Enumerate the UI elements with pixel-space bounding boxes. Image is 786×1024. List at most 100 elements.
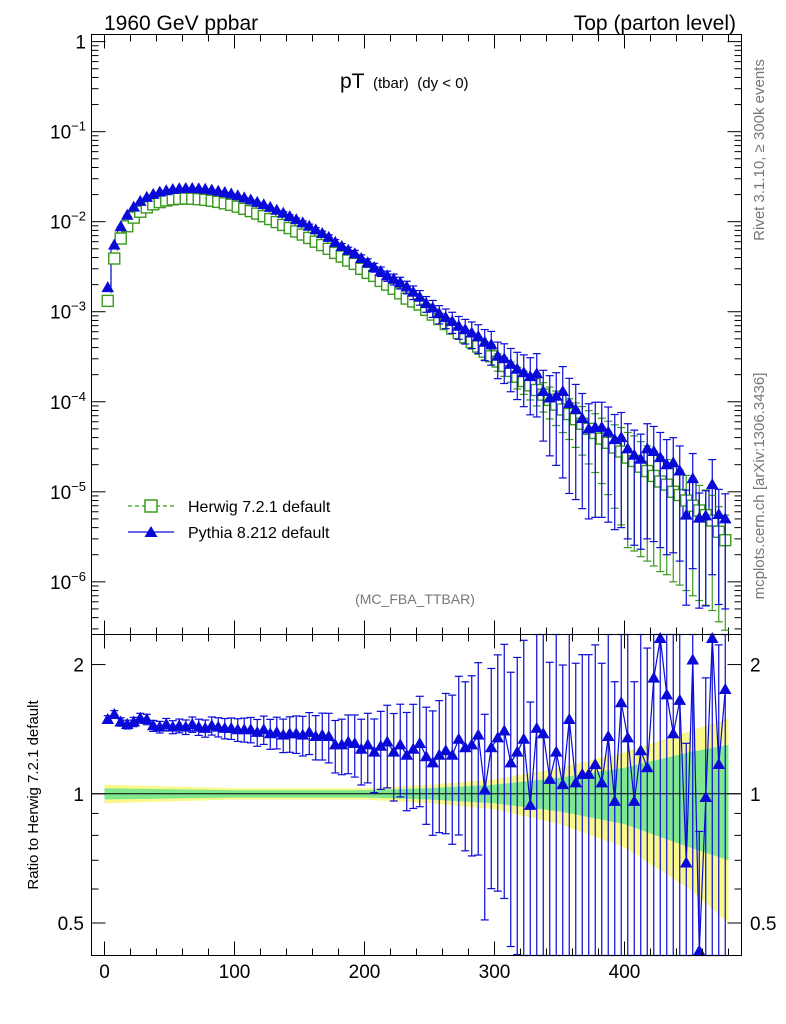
pythia-point <box>504 357 518 369</box>
pythia-point <box>263 200 277 212</box>
pythia-point <box>413 290 427 302</box>
pythia-point <box>335 240 349 252</box>
pythia-point <box>393 276 407 288</box>
header-left: 1960 GeV ppbar <box>104 12 258 35</box>
ratio-y-tick-label-left: 0.5 <box>58 914 84 935</box>
pythia-point <box>536 385 550 397</box>
pythia-point <box>471 330 485 342</box>
ratio-x-tick-label: 100 <box>219 962 251 983</box>
pythia-point <box>380 269 394 281</box>
pythia-point <box>354 252 368 264</box>
ratio-point <box>361 738 375 750</box>
ratio-point <box>556 778 570 790</box>
ratio-point <box>322 729 336 741</box>
ratio-y-tick-label-right: 1 <box>750 785 761 806</box>
pythia-point <box>705 478 719 490</box>
main-y-tick-label-base: 10 <box>50 303 71 324</box>
pythia-point <box>140 190 154 202</box>
ratio-point <box>445 748 459 760</box>
ratio-point <box>367 745 381 757</box>
pythia-point <box>640 442 654 454</box>
ratio-point <box>523 798 537 810</box>
ratio-y-tick-label-left: 2 <box>73 656 84 677</box>
ratio-point <box>504 756 518 768</box>
ratio-x-tick-label: 400 <box>609 962 641 983</box>
pythia-point <box>452 319 466 331</box>
pythia-point <box>653 451 667 463</box>
ratio-point <box>478 783 492 795</box>
plot-title-cond: (dy < 0) <box>417 75 468 92</box>
ratio-point <box>679 856 693 868</box>
ratio-point <box>257 723 271 735</box>
ratio-point <box>426 756 440 768</box>
ratio-point <box>471 728 485 740</box>
ratio-point <box>614 696 628 708</box>
pythia-point <box>712 507 726 519</box>
legend-herwig-label: Herwig 7.2.1 default <box>188 499 331 516</box>
main-y-tick-label: 10−4 <box>50 389 86 414</box>
ratio-point <box>101 712 115 724</box>
pythia-point <box>575 412 589 424</box>
pythia-point <box>666 456 680 468</box>
main-y-tick-label: 10−6 <box>50 569 86 594</box>
legend-pythia-marker <box>144 526 158 537</box>
pythia-point <box>101 281 115 293</box>
main-data-layer <box>101 181 732 631</box>
pythia-point <box>400 280 414 292</box>
pythia-point <box>647 445 661 457</box>
pythia-point <box>133 194 147 206</box>
pythia-point <box>426 301 440 313</box>
ratio-point <box>400 748 414 760</box>
ratio-point <box>393 738 407 750</box>
pythia-point <box>257 198 271 210</box>
ratio-point <box>302 725 316 737</box>
pythia-point <box>679 508 693 520</box>
pythia-point <box>491 349 505 361</box>
ratio-point <box>107 708 121 720</box>
header-right: Top (parton level) <box>574 12 736 35</box>
ratio-point <box>588 758 602 770</box>
pythia-point <box>510 362 524 374</box>
ratio-point <box>374 739 388 751</box>
analysis-tag: (MC_FBA_TTBAR) <box>355 591 475 607</box>
ratio-inner-band <box>104 744 729 861</box>
herwig-point <box>114 232 127 245</box>
ratio-point <box>634 744 648 756</box>
ratio-point <box>549 745 563 757</box>
main-y-tick-label-exp: −6 <box>71 569 86 584</box>
plot-title: pT (tbar) (dy < 0) <box>340 70 469 93</box>
pythia-point <box>634 452 648 464</box>
pythia-point <box>309 223 323 235</box>
ratio-point <box>419 750 433 762</box>
legend-herwig-marker <box>144 499 158 513</box>
pythia-point <box>549 389 563 401</box>
pythia-point <box>517 366 531 378</box>
side-label-bottom: mcplots.cern.ch [arXiv:1306.3436] <box>751 373 768 600</box>
ratio-point <box>452 732 466 744</box>
pythia-point <box>367 260 381 272</box>
herwig-point <box>101 294 114 308</box>
herwig-point <box>108 252 121 265</box>
pythia-point <box>289 213 303 225</box>
ratio-point <box>699 791 713 803</box>
ratio-point <box>458 741 472 753</box>
ratio-point <box>387 745 401 757</box>
ratio-y-axis-title: Ratio to Herwig 7.2.1 default <box>25 700 42 890</box>
side-label-top: Rivet 3.1.10, ≥ 300k events <box>751 59 768 241</box>
pythia-point <box>374 264 388 276</box>
main-y-tick-label-base: 10 <box>50 123 71 144</box>
main-plot-frame <box>91 34 742 635</box>
pythia-point <box>699 509 713 521</box>
ratio-point <box>653 632 667 644</box>
pythia-point <box>614 431 628 443</box>
ratio-point <box>406 742 420 754</box>
pythia-point <box>107 238 121 250</box>
pythia-point <box>718 512 732 524</box>
pythia-point <box>621 442 635 454</box>
ratio-point <box>608 794 622 806</box>
ratio-point <box>562 712 576 724</box>
main-y-tick-label: 10−1 <box>50 119 86 144</box>
pythia-point <box>562 396 576 408</box>
pythia-point <box>627 448 641 460</box>
pythia-point <box>465 326 479 338</box>
